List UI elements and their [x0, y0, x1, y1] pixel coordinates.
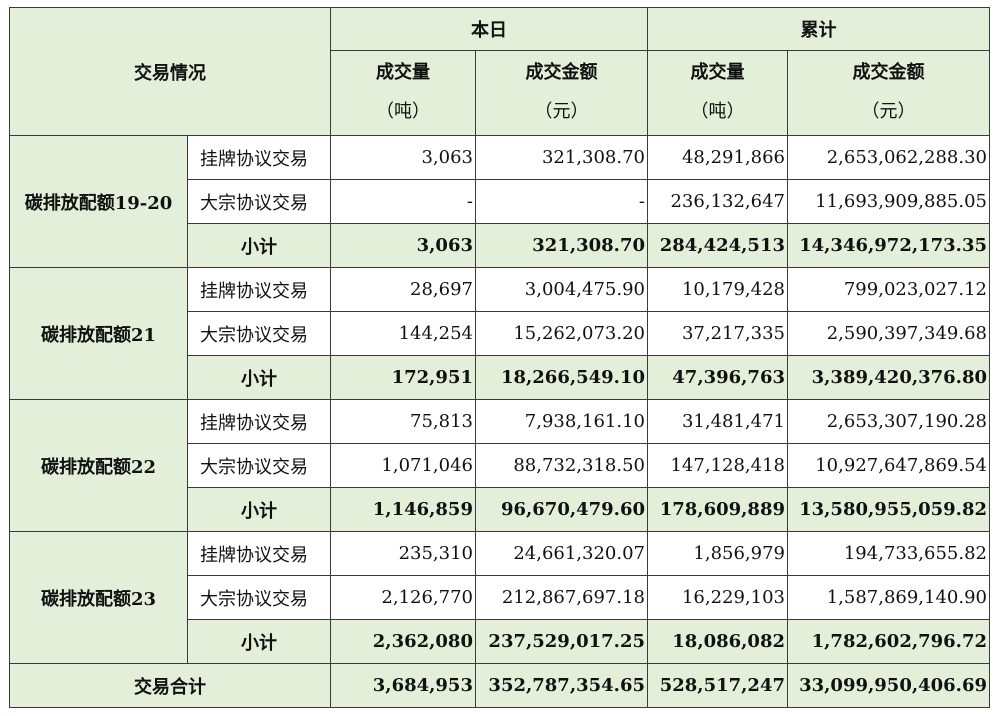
col-label: 成交量 — [376, 62, 430, 83]
cell-value: - — [475, 179, 648, 224]
subtotal-value: 1,782,602,796.72 — [787, 619, 990, 664]
cell-value: 799,023,027.12 — [787, 267, 990, 312]
col-label: 成交量 — [690, 62, 745, 83]
subtotal-value: 178,609,889 — [647, 487, 788, 532]
trading-summary: 交易情况 本日 累计 成交量 （吨） 成交金额 （元） 成交量 （吨） 成交金额… — [9, 7, 990, 708]
col-header-today-volume: 成交量 （吨） — [330, 50, 476, 136]
row-label: 挂牌协议交易 — [187, 531, 331, 576]
subtotal-value: 14,346,972,173.35 — [787, 223, 990, 268]
row-label: 大宗协议交易 — [187, 575, 331, 620]
cell-value: 2,653,307,190.28 — [787, 399, 990, 444]
subtotal-value: 3,389,420,376.80 — [787, 355, 990, 400]
grand-total-value: 528,517,247 — [647, 663, 788, 708]
subtotal-value: 18,266,549.10 — [475, 355, 648, 400]
cell-value: 212,867,697.18 — [475, 575, 648, 620]
cell-value: 10,179,428 — [647, 267, 788, 312]
col-header-cum-volume: 成交量 （吨） — [647, 50, 788, 136]
grand-total-value: 352,787,354.65 — [475, 663, 648, 708]
subtotal-value: 284,424,513 — [647, 223, 788, 268]
cell-value: 235,310 — [330, 531, 476, 576]
cell-value: 144,254 — [330, 311, 476, 356]
subtotal-value: 172,951 — [330, 355, 476, 400]
cell-value: 24,661,320.07 — [475, 531, 648, 576]
group-label: 碳排放配额22 — [9, 399, 188, 532]
cell-value: 88,732,318.50 — [475, 443, 648, 488]
subtotal-label: 小计 — [187, 619, 331, 664]
group-label: 碳排放配额19-20 — [9, 135, 188, 268]
cell-value: 2,590,397,349.68 — [787, 311, 990, 356]
cell-value: 37,217,335 — [647, 311, 788, 356]
subtotal-label: 小计 — [187, 355, 331, 400]
grand-total-value: 33,099,950,406.69 — [787, 663, 990, 708]
subtotal-label: 小计 — [187, 487, 331, 532]
subtotal-value: 18,086,082 — [647, 619, 788, 664]
row-label: 挂牌协议交易 — [187, 399, 331, 444]
cell-value: 15,262,073.20 — [475, 311, 648, 356]
cell-value: 7,938,161.10 — [475, 399, 648, 444]
cumulative-header: 累计 — [647, 7, 990, 51]
row-label: 挂牌协议交易 — [187, 135, 331, 180]
row-label: 大宗协议交易 — [187, 179, 331, 224]
cell-value: 321,308.70 — [475, 135, 648, 180]
col-label: 成交金额 — [525, 62, 598, 83]
cell-value: 11,693,909,885.05 — [787, 179, 990, 224]
col-unit: （吨） — [690, 101, 745, 122]
cell-value: 48,291,866 — [647, 135, 788, 180]
col-label: 成交金额 — [852, 62, 925, 83]
cell-value: 1,587,869,140.90 — [787, 575, 990, 620]
subtotal-value: 2,362,080 — [330, 619, 476, 664]
col-unit: （元） — [861, 101, 916, 122]
cell-value: 28,697 — [330, 267, 476, 312]
subtotal-value: 47,396,763 — [647, 355, 788, 400]
subtotal-label: 小计 — [187, 223, 331, 268]
col-unit: （吨） — [376, 101, 430, 122]
cell-value: 2,126,770 — [330, 575, 476, 620]
cell-value: 10,927,647,869.54 — [787, 443, 990, 488]
col-unit: （元） — [534, 101, 589, 122]
subtotal-value: 321,308.70 — [475, 223, 648, 268]
grand-total-label: 交易合计 — [9, 663, 331, 708]
section-header: 交易情况 — [9, 7, 331, 136]
subtotal-value: 13,580,955,059.82 — [787, 487, 990, 532]
subtotal-value: 96,670,479.60 — [475, 487, 648, 532]
group-label: 碳排放配额23 — [9, 531, 188, 664]
cell-value: 16,229,103 — [647, 575, 788, 620]
col-header-cum-amount: 成交金额 （元） — [787, 50, 990, 136]
cell-value: - — [330, 179, 476, 224]
group-label: 碳排放配额21 — [9, 267, 188, 400]
grand-total-value: 3,684,953 — [330, 663, 476, 708]
row-label: 挂牌协议交易 — [187, 267, 331, 312]
cell-value: 147,128,418 — [647, 443, 788, 488]
today-header: 本日 — [330, 7, 648, 51]
cell-value: 31,481,471 — [647, 399, 788, 444]
cell-value: 3,004,475.90 — [475, 267, 648, 312]
cell-value: 194,733,655.82 — [787, 531, 990, 576]
trading-table: 交易情况 本日 累计 成交量 （吨） 成交金额 （元） 成交量 （吨） 成交金额… — [9, 7, 990, 708]
cell-value: 3,063 — [330, 135, 476, 180]
col-header-today-amount: 成交金额 （元） — [475, 50, 648, 136]
cell-value: 2,653,062,288.30 — [787, 135, 990, 180]
cell-value: 236,132,647 — [647, 179, 788, 224]
row-label: 大宗协议交易 — [187, 443, 331, 488]
row-label: 大宗协议交易 — [187, 311, 331, 356]
cell-value: 1,071,046 — [330, 443, 476, 488]
subtotal-value: 1,146,859 — [330, 487, 476, 532]
cell-value: 1,856,979 — [647, 531, 788, 576]
cell-value: 75,813 — [330, 399, 476, 444]
subtotal-value: 3,063 — [330, 223, 476, 268]
subtotal-value: 237,529,017.25 — [475, 619, 648, 664]
